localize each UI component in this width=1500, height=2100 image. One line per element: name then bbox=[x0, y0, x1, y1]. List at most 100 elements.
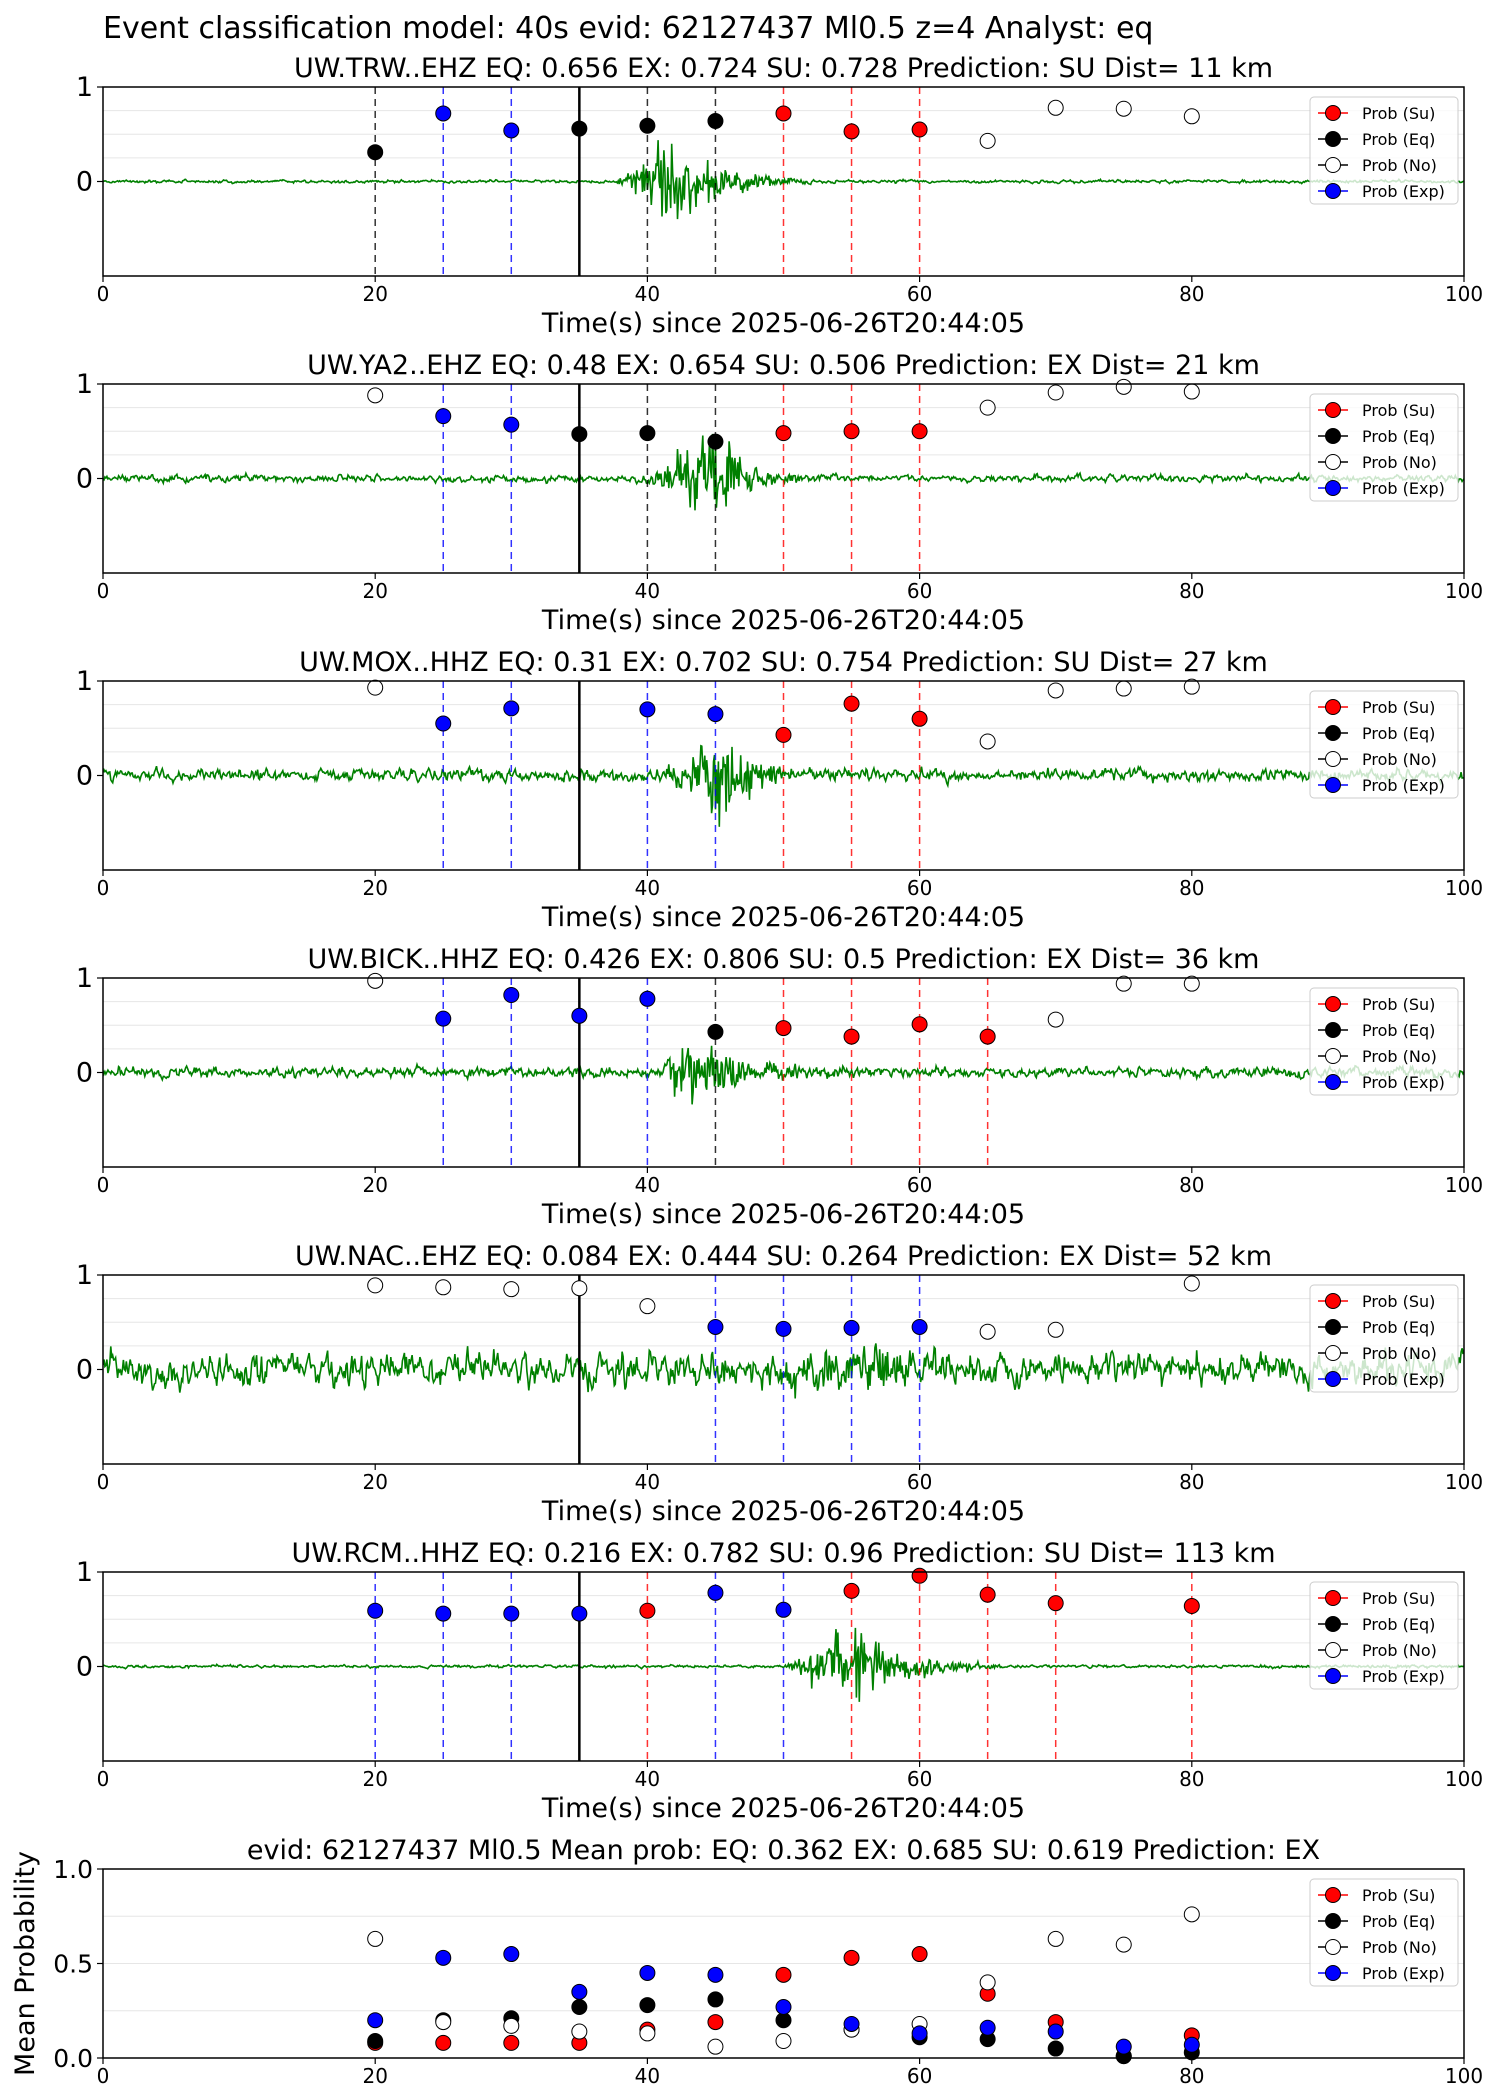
marker-exp bbox=[1115, 2038, 1132, 2055]
legend-box bbox=[1309, 96, 1459, 205]
marker-no bbox=[639, 1298, 656, 1315]
marker-eq bbox=[571, 120, 588, 137]
marker-no bbox=[503, 2017, 520, 2034]
x-axis-label: Time(s) since 2025-06-26T20:44:05 bbox=[541, 902, 1025, 933]
legend-box bbox=[1309, 1878, 1459, 1987]
legend-marker-su bbox=[1325, 1293, 1341, 1309]
marker-no bbox=[707, 2038, 724, 2055]
x-tick-label: 0 bbox=[97, 579, 110, 603]
marker-eq bbox=[367, 2032, 384, 2049]
marker-no bbox=[775, 2032, 792, 2049]
legend-label: Prob (Eq) bbox=[1362, 1318, 1435, 1337]
marker-eq bbox=[707, 1023, 724, 1040]
legend-marker-exp bbox=[1325, 1668, 1341, 1684]
legend-label: Prob (Su) bbox=[1362, 698, 1435, 717]
x-tick-label: 60 bbox=[907, 876, 932, 900]
legend-marker-exp bbox=[1325, 1371, 1341, 1387]
x-tick-label: 20 bbox=[362, 876, 387, 900]
marker-exp bbox=[367, 2012, 384, 2029]
marker-eq bbox=[707, 1991, 724, 2008]
x-tick-label: 0 bbox=[97, 876, 110, 900]
x-tick-label: 40 bbox=[635, 2064, 660, 2088]
legend-box bbox=[1309, 1581, 1459, 1690]
y-tick-label: 0 bbox=[76, 1652, 93, 1683]
legend-marker-eq bbox=[1325, 1319, 1341, 1335]
marker-su bbox=[911, 1016, 928, 1033]
x-tick-label: 100 bbox=[1445, 1173, 1483, 1197]
legend-marker-su bbox=[1325, 699, 1341, 715]
x-tick-label: 40 bbox=[635, 282, 660, 306]
marker-no bbox=[979, 399, 996, 416]
y-tick-label: 0.5 bbox=[53, 1950, 93, 1979]
x-tick-label: 80 bbox=[1179, 1173, 1204, 1197]
x-tick-label: 40 bbox=[635, 1173, 660, 1197]
marker-exp bbox=[435, 408, 452, 425]
marker-eq bbox=[707, 433, 724, 450]
panel-2: UW.YA2..EHZ EQ: 0.48 EX: 0.654 SU: 0.506… bbox=[76, 350, 1483, 636]
marker-su bbox=[1047, 1595, 1064, 1612]
marker-exp bbox=[707, 1584, 724, 1601]
panel-4: UW.BICK..HHZ EQ: 0.426 EX: 0.806 SU: 0.5… bbox=[76, 944, 1483, 1230]
marker-su bbox=[707, 2014, 724, 2031]
legend-label: Prob (Eq) bbox=[1362, 130, 1435, 149]
x-tick-label: 100 bbox=[1445, 1470, 1483, 1494]
marker-no bbox=[367, 1277, 384, 1294]
marker-no bbox=[1047, 1011, 1064, 1028]
marker-no bbox=[979, 132, 996, 149]
legend-label: Prob (Eq) bbox=[1362, 1912, 1435, 1931]
x-tick-label: 20 bbox=[362, 1767, 387, 1791]
legend-label: Prob (Su) bbox=[1362, 1886, 1435, 1905]
marker-su bbox=[639, 1602, 656, 1619]
marker-exp bbox=[367, 1602, 384, 1619]
marker-no bbox=[367, 972, 384, 989]
y-tick-label: 0 bbox=[76, 167, 93, 198]
legend-label: Prob (No) bbox=[1362, 453, 1437, 472]
legend-box bbox=[1309, 690, 1459, 799]
x-tick-label: 20 bbox=[362, 1173, 387, 1197]
legend-label: Prob (No) bbox=[1362, 1641, 1437, 1660]
panel-title: UW.TRW..EHZ EQ: 0.656 EX: 0.724 SU: 0.72… bbox=[294, 53, 1273, 84]
legend-label: Prob (Eq) bbox=[1362, 1021, 1435, 1040]
x-tick-label: 100 bbox=[1445, 876, 1483, 900]
x-tick-label: 80 bbox=[1179, 2064, 1204, 2088]
x-tick-label: 100 bbox=[1445, 2064, 1483, 2088]
marker-no bbox=[1047, 1930, 1064, 1947]
legend-box bbox=[1309, 393, 1459, 502]
marker-no bbox=[1047, 1321, 1064, 1338]
legend: Prob (Su) Prob (Eq) Prob (No) Prob (Exp) bbox=[1309, 1878, 1459, 1987]
marker-no bbox=[979, 1974, 996, 1991]
marker-su bbox=[843, 695, 860, 712]
x-tick-label: 80 bbox=[1179, 282, 1204, 306]
plot-area bbox=[103, 1275, 1464, 1464]
legend-label: Prob (Su) bbox=[1362, 1292, 1435, 1311]
panel-3: UW.MOX..HHZ EQ: 0.31 EX: 0.702 SU: 0.754… bbox=[76, 647, 1483, 933]
legend-box bbox=[1309, 987, 1459, 1096]
y-tick-label: 0.0 bbox=[53, 2044, 93, 2073]
legend-label: Prob (Eq) bbox=[1362, 427, 1435, 446]
marker-no bbox=[1183, 383, 1200, 400]
legend-marker-eq bbox=[1325, 1616, 1341, 1632]
x-axis-label: Time(s) since 2025-06-26T20:44:05 bbox=[541, 605, 1025, 636]
legend-label: Prob (Eq) bbox=[1362, 1615, 1435, 1634]
marker-exp bbox=[639, 1964, 656, 1981]
marker-no bbox=[571, 1280, 588, 1297]
y-axis-label: Mean Probability bbox=[10, 1851, 41, 2076]
panel-5: UW.NAC..EHZ EQ: 0.084 EX: 0.444 SU: 0.26… bbox=[76, 1241, 1483, 1527]
marker-no bbox=[1183, 108, 1200, 125]
legend-marker-su bbox=[1325, 1887, 1341, 1903]
marker-eq bbox=[1047, 2040, 1064, 2057]
marker-su bbox=[843, 123, 860, 140]
legend-label: Prob (No) bbox=[1362, 156, 1437, 175]
marker-exp bbox=[435, 1010, 452, 1027]
marker-su bbox=[911, 1567, 928, 1584]
x-tick-label: 20 bbox=[362, 579, 387, 603]
marker-su bbox=[911, 121, 928, 138]
marker-exp bbox=[843, 1319, 860, 1336]
marker-exp bbox=[707, 1966, 724, 1983]
legend-label: Prob (Su) bbox=[1362, 401, 1435, 420]
plot-area bbox=[103, 384, 1464, 573]
marker-no bbox=[367, 679, 384, 696]
marker-exp bbox=[435, 105, 452, 122]
x-tick-label: 20 bbox=[362, 2064, 387, 2088]
